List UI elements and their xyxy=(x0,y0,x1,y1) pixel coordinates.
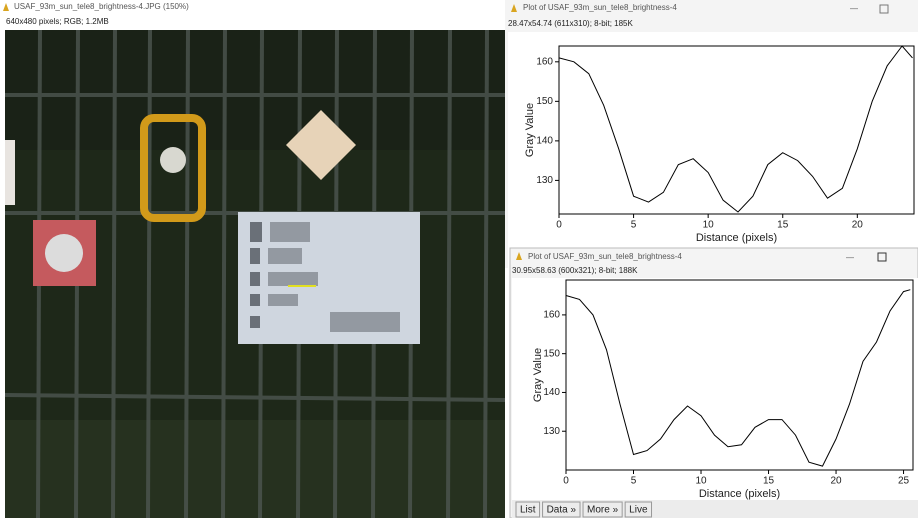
y-tick-label: 150 xyxy=(543,348,560,359)
x-tick-label: 0 xyxy=(563,476,569,487)
x-axis-label: Distance (pixels) xyxy=(699,488,780,500)
image xyxy=(5,30,505,518)
y-tick-label: 150 xyxy=(536,96,553,107)
toolbar-button[interactable]: More » xyxy=(587,505,619,516)
y-tick-label: 160 xyxy=(536,56,553,67)
x-tick-label: 25 xyxy=(898,476,910,487)
toolbar-button[interactable]: Live xyxy=(629,505,648,516)
screen: USAF_93m_sun_tele8_brightness-4.JPG (150… xyxy=(0,0,918,518)
y-tick-label: 140 xyxy=(536,136,553,147)
y-axis-label: Gray Value xyxy=(524,103,536,157)
image-info: 640x480 pixels; RGB; 1.2MB xyxy=(6,17,109,26)
y-tick-label: 160 xyxy=(543,310,560,321)
x-tick-label: 5 xyxy=(631,476,637,487)
x-axis-label: Distance (pixels) xyxy=(696,232,777,244)
x-tick-label: 20 xyxy=(830,476,842,487)
plot-info: 28.47x54.74 (611x310); 8-bit; 185K xyxy=(508,19,633,28)
window-title: Plot of USAF_93m_sun_tele8_brightness-4 xyxy=(528,252,682,261)
x-tick-label: 10 xyxy=(703,220,715,231)
plot-info: 30.95x58.63 (600x321); 8-bit; 188K xyxy=(512,266,638,275)
x-tick-label: 10 xyxy=(695,476,707,487)
y-tick-label: 130 xyxy=(543,426,560,437)
window-title: Plot of USAF_93m_sun_tele8_brightness-4 xyxy=(523,3,677,12)
y-tick-label: 140 xyxy=(543,387,560,398)
minimize-button[interactable]: — xyxy=(850,4,858,13)
x-tick-label: 5 xyxy=(631,220,637,231)
plot-window: Plot of USAF_93m_sun_tele8_brightness-4 … xyxy=(510,248,918,518)
x-tick-label: 0 xyxy=(556,220,562,231)
x-tick-label: 15 xyxy=(777,220,789,231)
x-tick-label: 15 xyxy=(763,476,775,487)
y-axis-label: Gray Value xyxy=(532,348,544,402)
toolbar-button[interactable]: List xyxy=(520,505,536,516)
toolbar-button[interactable]: Data » xyxy=(547,505,577,516)
window-title: USAF_93m_sun_tele8_brightness-4.JPG (150… xyxy=(14,2,189,11)
y-tick-label: 130 xyxy=(536,175,553,186)
x-tick-label: 20 xyxy=(852,220,864,231)
minimize-button[interactable]: — xyxy=(846,253,854,262)
